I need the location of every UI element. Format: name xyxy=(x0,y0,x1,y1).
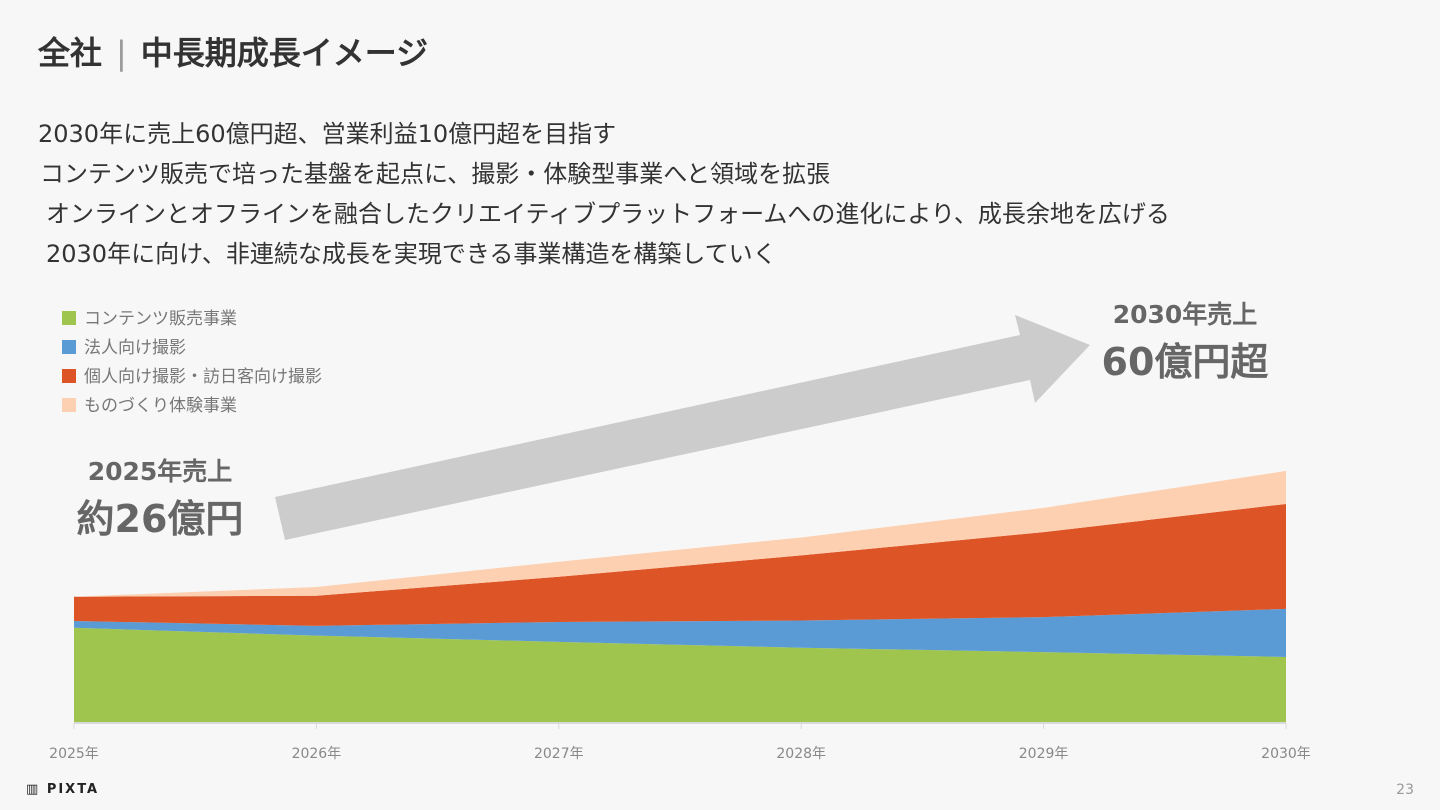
legend-label: 個人向け撮影・訪日客向け撮影 xyxy=(84,367,322,387)
logo-text: PIXTA xyxy=(46,782,100,797)
callout-value: 60億円超 xyxy=(1101,340,1269,384)
x-tick-label: 2029年 xyxy=(1019,746,1069,762)
title-section: 全社 xyxy=(38,34,103,72)
logo-mark-icon: ▥ xyxy=(26,782,47,797)
legend-swatch xyxy=(62,398,76,412)
legend-swatch xyxy=(62,369,76,383)
area-series-2 xyxy=(74,503,1286,626)
summary-line: 2030年に向け、非連続な成長を実現できる事業構造を構築していく xyxy=(46,240,777,268)
area-series-0 xyxy=(74,627,1286,723)
callout-label: 2025年売上 xyxy=(87,457,233,486)
callout-label: 2030年売上 xyxy=(1112,300,1258,329)
legend-label: 法人向け撮影 xyxy=(84,338,186,358)
page-number: 23 xyxy=(1396,782,1414,798)
title-topic: 中長期成長イメージ xyxy=(140,34,429,72)
legend-swatch xyxy=(62,311,76,325)
x-tick-label: 2026年 xyxy=(292,746,342,762)
x-tick-label: 2025年 xyxy=(49,746,99,762)
legend-label: コンテンツ販売事業 xyxy=(84,309,237,329)
summary-line: コンテンツ販売で培った基盤を起点に、撮影・体験型事業へと領域を拡張 xyxy=(40,160,831,188)
legend-swatch xyxy=(62,340,76,354)
legend-label: ものづくり体験事業 xyxy=(84,396,237,416)
pixta-logo: ▥ PIXTA xyxy=(26,782,99,797)
chart-legend: コンテンツ販売事業 法人向け撮影個人向け撮影・訪日客向け撮影 ものづくり体験事業 xyxy=(62,305,322,421)
legend-item: コンテンツ販売事業 xyxy=(62,305,322,334)
legend-item: ものづくり体験事業 xyxy=(62,392,322,421)
x-tick-label: 2030年 xyxy=(1261,746,1311,762)
x-tick-label: 2028年 xyxy=(776,746,826,762)
summary-line: 2030年に売上60億円超、営業利益10億円超を目指す xyxy=(38,120,617,148)
growth-arrow xyxy=(275,315,1090,540)
area-series-1 xyxy=(74,608,1286,657)
page-title: 全社 | 中長期成長イメージ xyxy=(38,28,428,74)
legend-item: 個人向け撮影・訪日客向け撮影 xyxy=(62,363,322,392)
callout-value: 約26億円 xyxy=(76,497,244,541)
summary-text: 2030年に売上60億円超、営業利益10億円超を目指す コンテンツ販売で培った基… xyxy=(38,114,1170,274)
x-tick-label: 2027年 xyxy=(534,746,584,762)
summary-line: オンラインとオフラインを融合したクリエイティブプラットフォームへの進化により、成… xyxy=(46,200,1170,228)
callout-2030: 2030年売上 60億円超 xyxy=(1085,295,1285,386)
legend-item: 法人向け撮影 xyxy=(62,334,322,363)
callout-2025: 2025年売上 約26億円 xyxy=(60,452,260,543)
title-divider: | xyxy=(116,34,127,72)
